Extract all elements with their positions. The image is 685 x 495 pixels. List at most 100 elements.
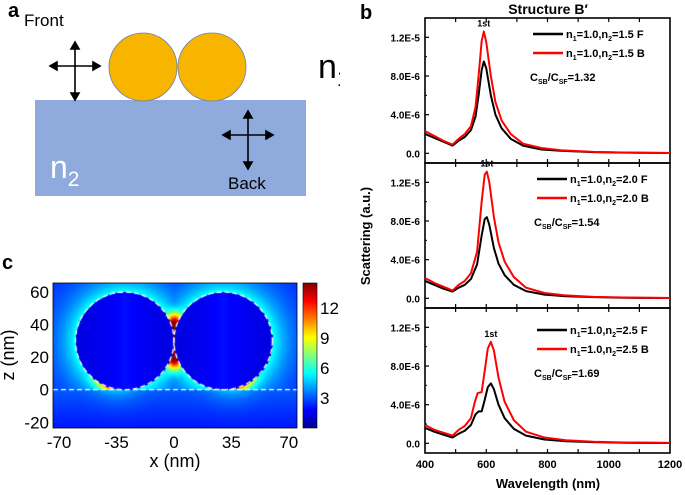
panel-c-label: c <box>2 252 14 274</box>
legend-text: 2 <box>608 36 612 43</box>
legend-text: =2.0 B <box>616 193 649 205</box>
ratio-text: C <box>534 368 542 380</box>
legend-entry-F: n1=1.0,n2=1.5 F <box>566 29 644 43</box>
legend-text: 1 <box>573 55 577 62</box>
x-tick-label: 1200 <box>658 459 682 471</box>
peak-label: 1st <box>484 329 497 339</box>
legend-text: n <box>570 174 577 186</box>
chart-title: Structure B′ <box>508 1 588 17</box>
legend-text: 1 <box>573 36 577 43</box>
y-tick-label: 4.0E-6 <box>391 401 421 412</box>
x-tick-label: 0 <box>169 433 178 452</box>
subplot-3: 0.04.0E-68.0E-61.2E-5 1st n1=1.0,n2=2.5 Fn… <box>391 307 671 454</box>
series-line-F <box>424 216 671 300</box>
particle-left <box>108 32 178 102</box>
subplot-1: 0.0 4.0E-6 8.0E-6 1.2E-5 1st n1=1.0,n2=1.5 F n… <box>391 17 671 164</box>
legend-text: n <box>570 193 577 205</box>
series-line-B <box>424 170 671 299</box>
field-enhancement-heatmap <box>53 283 297 428</box>
legend-text: =1.0,n <box>577 48 609 60</box>
substrate <box>35 100 306 196</box>
ratio-text: /C <box>552 368 563 380</box>
legend-text: 2 <box>612 200 616 207</box>
legend-entry-F: n1=1.0,n2=2.5 F <box>570 325 648 339</box>
panel-c-axes: -70 -35 0 35 70 60 40 20 0 -20 x (nm) z (nm) 12 9 6 3 <box>0 282 339 471</box>
y-tick-label: 4.0E-6 <box>391 111 421 122</box>
z-tick-label: 40 <box>30 316 49 335</box>
colorbar-tick-label: 12 <box>320 299 339 318</box>
y-tick-label: 4.0E-6 <box>391 256 421 267</box>
x-tick-label: 35 <box>222 433 241 452</box>
x-axis-label: x (nm) <box>150 451 201 471</box>
x-tick-label: -35 <box>104 433 129 452</box>
z-tick-label: -20 <box>24 413 49 432</box>
series-line-B <box>424 30 671 154</box>
panel-a-schematic: Front Back n1 n2 <box>24 11 340 196</box>
z-tick-label: 0 <box>40 381 49 400</box>
ratio-label: CSB/CSF=1.69 <box>534 368 599 382</box>
particle-right <box>177 32 247 102</box>
z-tick-label: 20 <box>30 348 49 367</box>
front-polarization-arrows <box>48 40 102 102</box>
x-tick-label: 70 <box>279 433 298 452</box>
ratio-text: SB <box>538 79 548 86</box>
ratio-text: =1.32 <box>568 72 596 84</box>
n2-label: n2 <box>50 149 79 191</box>
legend-text: n <box>570 344 577 356</box>
y-tick-label: 0.0 <box>406 439 420 450</box>
ratio-text: =1.69 <box>572 368 600 380</box>
x-tick-label: 600 <box>477 459 495 471</box>
y-tick-label: 1.2E-5 <box>391 323 421 334</box>
y-tick-label: 1.2E-5 <box>391 33 421 44</box>
legend-entry-F: n1=1.0,n2=2.0 F <box>570 174 648 188</box>
ratio-text: SF <box>563 224 573 231</box>
legend-text: 2 <box>612 181 616 188</box>
legend-text: =1.5 B <box>612 48 645 60</box>
peak-label: 1st <box>477 19 490 29</box>
legend-text: n <box>570 325 577 337</box>
ratio-label: CSB/CSF=1.54 <box>534 217 600 231</box>
colorbar-tick-label: 9 <box>320 329 329 348</box>
n1-label: n1 <box>318 48 340 91</box>
panel-a-label: a <box>8 0 20 22</box>
colorbar-tick-label: 6 <box>320 359 329 378</box>
x-tick-label: -70 <box>47 433 72 452</box>
front-label: Front <box>24 11 64 30</box>
legend-text: 1 <box>577 351 581 358</box>
legend-text: =1.0,n <box>581 325 613 337</box>
colorbar-tick-label: 3 <box>320 389 329 408</box>
z-axis-label: z (nm) <box>0 330 18 381</box>
panel-b-label: b <box>360 2 373 24</box>
y-tick-label: 8.0E-6 <box>391 217 421 228</box>
y-tick-label: 8.0E-6 <box>391 362 421 373</box>
z-tick-label: 60 <box>30 283 49 302</box>
ratio-text: /C <box>548 72 559 84</box>
ratio-label: CSB/CSF=1.32 <box>530 72 595 86</box>
colorbar <box>302 282 318 429</box>
x-axis-label: Wavelength (nm) <box>496 476 600 491</box>
heatmap-frame <box>52 282 298 429</box>
legend-entry-B: n1=1.0,n2=2.0 B <box>570 193 649 207</box>
legend-text: =1.0,n <box>581 193 613 205</box>
y-tick-label: 8.0E-6 <box>391 72 421 83</box>
y-tick-label: 0.0 <box>406 149 420 160</box>
ratio-text: SB <box>542 224 552 231</box>
legend-text: =1.5 F <box>612 29 644 41</box>
legend-text: =2.5 F <box>616 325 648 337</box>
legend-entry-B: n1=1.0,n2=1.5 B <box>566 48 645 62</box>
y-tick-label: 0.0 <box>406 294 420 305</box>
ratio-text: SF <box>563 375 573 382</box>
ratio-text: SF <box>559 79 569 86</box>
ratio-text: C <box>530 72 538 84</box>
ratio-text: /C <box>552 217 563 229</box>
legend-text: =2.0 F <box>616 174 648 186</box>
legend-text: =1.0,n <box>581 344 613 356</box>
series-line-B <box>424 340 671 444</box>
x-tick-label: 800 <box>538 459 556 471</box>
series-line-F <box>424 382 671 445</box>
back-label: Back <box>228 174 266 193</box>
peak-label: 1st <box>480 159 493 169</box>
back-polarization-arrows <box>221 109 275 171</box>
